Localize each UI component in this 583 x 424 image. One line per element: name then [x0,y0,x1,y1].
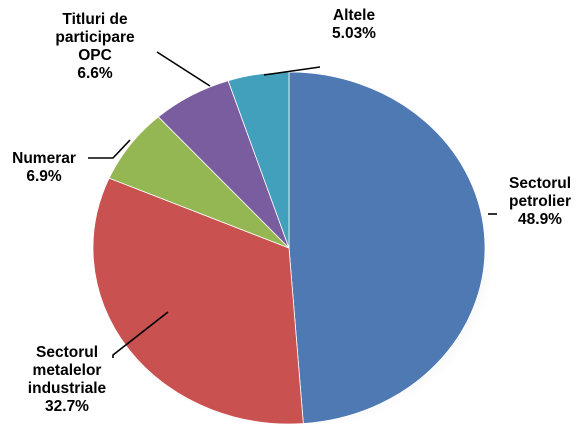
data-label-titluri-de-participare-opc: Titluri de participare OPC 6.6% [55,11,135,82]
data-label-name-line: Altele [333,7,376,24]
leader-line-titluri-de-participare-opc [156,51,211,87]
data-label-value: 6.9% [26,168,62,185]
leader-line-numerar [88,139,131,159]
data-label-name-line: industriale [28,380,107,397]
data-label-name-line: participare [55,29,135,46]
data-label-altele: Altele 5.03% [332,7,376,42]
pie-slices [92,71,486,424]
data-label-sectorul-petrolier: Sectorul petrolier 48.9% [509,175,571,228]
data-label-value: 5.03% [332,25,376,42]
data-label-name-line: Sectorul [509,175,571,192]
pie-slice-sectorul-metalelor-industriale [92,177,304,424]
data-label-value: 48.9% [518,211,562,228]
data-label-value: 32.7% [45,398,89,415]
data-label-value: 6.6% [77,65,113,82]
data-label-sectorul-metalelor-industriale: Sectorul metalelor industriale 32.7% [28,344,107,415]
data-label-name-line: Numerar [12,150,76,167]
pie-slice-sectorul-petrolier [288,71,486,424]
data-labels: Sectorul petrolier 48.9%Sectorul metalelor i… [12,7,571,415]
leader-lines [88,51,497,358]
data-label-numerar: Numerar 6.9% [12,150,76,185]
data-label-name-line: OPC [78,47,112,64]
data-label-name-line: Titluri de [62,11,128,28]
leader-line-sectorul-metalelor-industriale [112,311,169,358]
data-label-name-line: petrolier [509,193,571,210]
data-label-name-line: Sectorul [36,344,98,361]
leader-line-altele [263,66,321,76]
data-label-name-line: metalelor [33,362,102,379]
